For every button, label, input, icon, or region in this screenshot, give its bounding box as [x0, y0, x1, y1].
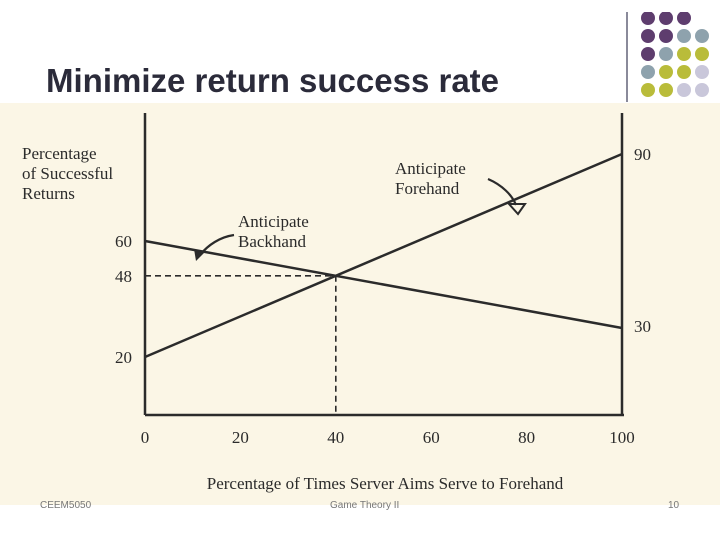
- annotation-arrow-forehand: [487, 177, 518, 206]
- x-tick-label-60: 60: [423, 428, 440, 447]
- paper-background: [0, 103, 720, 505]
- series-end-label-1: 90: [634, 145, 651, 164]
- dot-4-0: [641, 83, 655, 97]
- y-tick-label-48: 48: [115, 267, 132, 286]
- dot-1-2: [677, 29, 691, 43]
- dot-3-2: [677, 65, 691, 79]
- dot-3-3: [695, 65, 709, 79]
- slide-title: Minimize return success rate: [46, 62, 500, 99]
- dot-2-0: [641, 47, 655, 61]
- chart-image: 0 20 40 60 80 100 60 48 20 Percentage of Successf…: [0, 103, 720, 505]
- dot-4-2: [677, 83, 691, 97]
- footer-center: Game Theory II: [330, 500, 400, 511]
- dot-1-0: [641, 29, 655, 43]
- footer-left: CEEM5050: [40, 500, 92, 511]
- series-end-label-0: 30: [634, 317, 651, 336]
- dot-2-1: [659, 47, 673, 61]
- dot-3-1: [659, 65, 673, 79]
- dot-2-2: [677, 47, 691, 61]
- dot-0-2: [677, 12, 691, 25]
- y-axis-label-line-1: of Successful: [22, 164, 113, 183]
- y-axis-label-line-2: Returns: [22, 184, 75, 203]
- x-tick-label-40: 40: [327, 428, 344, 447]
- dot-4-3: [695, 83, 709, 97]
- dot-3-0: [641, 65, 655, 79]
- annotation-0-line-0: Anticipate: [238, 212, 309, 231]
- title-divider: [626, 12, 628, 102]
- dot-1-1: [659, 29, 673, 43]
- dot-4-1: [659, 83, 673, 97]
- y-axis-label-line-0: Percentage: [22, 144, 97, 163]
- series-line-anticipate-backhand: [144, 239, 623, 330]
- decorative-dot-grid: [641, 12, 709, 97]
- dot-0-1: [659, 12, 673, 25]
- x-tick-label-0: 0: [141, 428, 150, 447]
- x-tick-label-80: 80: [518, 428, 535, 447]
- dot-2-3: [695, 47, 709, 61]
- series-line-anticipate-forehand: [144, 152, 623, 359]
- x-tick-label-100: 100: [609, 428, 635, 447]
- dot-0-0: [641, 12, 655, 25]
- annotation-1-line-1: Forehand: [395, 179, 460, 198]
- y-tick-label-20: 20: [115, 348, 132, 367]
- annotation-arrowhead-forehand: [506, 203, 527, 216]
- x-axis-label: Percentage of Times Server Aims Serve to…: [207, 474, 564, 493]
- x-tick-label-20: 20: [232, 428, 249, 447]
- dot-1-3: [695, 29, 709, 43]
- annotation-1-line-0: Anticipate: [395, 159, 466, 178]
- annotation-0-line-1: Backhand: [238, 232, 306, 251]
- y-tick-label-60: 60: [115, 232, 132, 251]
- annotation-arrowhead-backhand: [194, 249, 204, 261]
- footer-page-number: 10: [668, 500, 680, 511]
